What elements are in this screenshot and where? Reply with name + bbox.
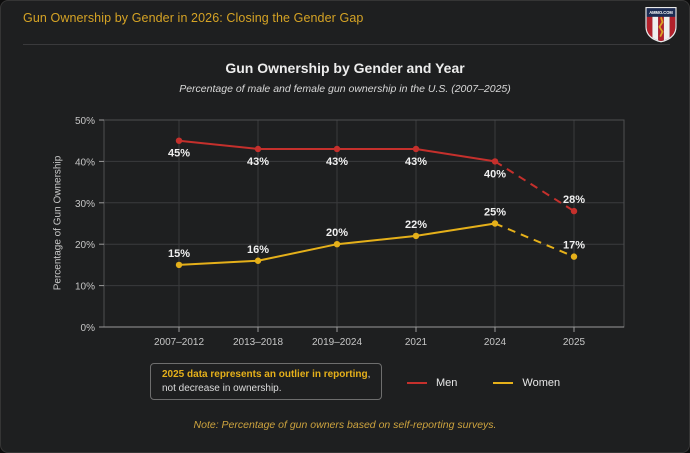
data-point-marker: [333, 145, 341, 153]
chart-subtitle: Percentage of male and female gun owners…: [179, 83, 511, 95]
y-tick-label: 10%: [75, 282, 95, 293]
data-point-marker: [254, 145, 262, 153]
x-tick-label: 2024: [484, 337, 507, 348]
data-point-label: 22%: [405, 219, 427, 231]
data-point-label: 40%: [484, 168, 506, 180]
x-tick-label: 2019–2024: [312, 337, 362, 348]
axis-ticks-and-labels: 2007–2012 2013–2018 2019–2024 2021 2024 2025 0…: [75, 116, 586, 348]
line-chart-plot: 2007–2012 2013–2018 2019–2024 2021 2024 2025 0…: [75, 116, 625, 348]
legend-label: Men: [436, 377, 458, 389]
y-tick-label: 50%: [75, 116, 95, 127]
series-women: 15% 16% 20% 22% 25% 17%: [168, 207, 585, 269]
y-tick-label: 30%: [75, 199, 95, 210]
y-tick-label: 40%: [75, 157, 95, 168]
data-point-marker: [491, 158, 499, 165]
data-point-label: 17%: [563, 240, 585, 252]
data-point-marker: [412, 145, 420, 153]
logo-text: AMMO.COM: [649, 10, 673, 15]
x-tick-label: 2013–2018: [233, 337, 283, 348]
legend-item-men: Men: [407, 377, 457, 389]
series-line-dashed: [494, 222, 575, 258]
data-point-label: 43%: [326, 156, 348, 168]
x-tick-label: 2007–2012: [154, 337, 204, 348]
chart-title: Gun Ownership by Gender and Year: [225, 60, 465, 76]
annotation-box: 2025 data represents an outlier in repor…: [150, 363, 383, 400]
data-point-marker: [254, 257, 262, 264]
post-title[interactable]: Gun Ownership by Gender in 2026: Closing…: [23, 11, 364, 25]
data-point-marker: [570, 207, 578, 215]
gold-snake-emblem: [658, 16, 664, 38]
data-point-label: 43%: [247, 156, 269, 168]
x-tick-label: 2021: [405, 337, 428, 348]
legend-item-women: Women: [493, 377, 560, 389]
ammo-com-logo[interactable]: AMMO.COM: [644, 6, 678, 43]
data-point-marker: [175, 261, 183, 269]
legend: Men Women: [407, 373, 560, 393]
data-point-label: 25%: [484, 207, 506, 219]
legend-line-swatch: [407, 382, 427, 384]
chart-footnote: Note: Percentage of gun owners based on …: [193, 419, 497, 431]
annotation-bold-text: 2025 data represents an outlier in repor…: [162, 369, 368, 380]
header-divider: [23, 44, 670, 45]
shield-chief: [646, 8, 676, 17]
data-point-marker: [412, 232, 420, 240]
data-point-marker: [570, 253, 578, 260]
annotation-line1: 2025 data represents an outlier in repor…: [162, 368, 370, 382]
data-point-label: 43%: [405, 156, 427, 168]
data-point-label: 16%: [247, 244, 269, 256]
legend-line-swatch: [493, 382, 514, 384]
data-point-marker: [491, 220, 499, 227]
y-tick-label: 0%: [81, 323, 96, 334]
data-point-label: 20%: [326, 227, 348, 239]
annotation-separator: ,: [367, 369, 371, 380]
series-line-dashed: [494, 160, 575, 212]
x-tick-label: 2025: [563, 337, 586, 348]
annotation-line2: not decrease in ownership.: [162, 382, 282, 394]
data-point-marker: [175, 137, 183, 144]
legend-label: Women: [522, 377, 561, 389]
data-point-label: 45%: [168, 148, 190, 160]
data-point-label: 28%: [563, 194, 585, 206]
data-point-label: 15%: [168, 248, 190, 260]
data-point-marker: [333, 241, 341, 248]
shield-stripes: [646, 16, 676, 42]
series-men: 45% 43% 43% 43% 40% 28%: [168, 137, 585, 215]
y-tick-label: 20%: [75, 240, 95, 251]
